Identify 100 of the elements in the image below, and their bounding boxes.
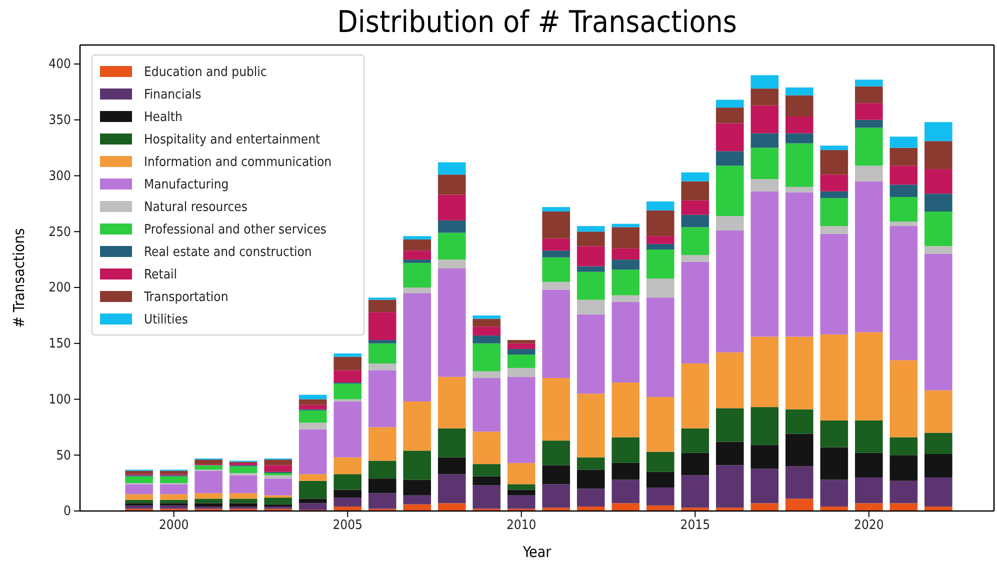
- x-tick-label: 2010: [506, 518, 536, 534]
- bar: [612, 503, 640, 511]
- bar: [368, 340, 396, 344]
- bar: [576, 246, 605, 266]
- bar: [194, 460, 222, 464]
- y-tick-label: 300: [48, 168, 71, 184]
- bar: [681, 181, 710, 200]
- bar: [229, 466, 258, 474]
- bar: [334, 370, 362, 382]
- bar: [334, 457, 362, 474]
- bar: [438, 268, 466, 377]
- bar: [298, 474, 327, 481]
- bar: [681, 508, 710, 511]
- bar: [160, 505, 188, 509]
- legend-label: Information and communication: [144, 155, 332, 170]
- bar: [368, 343, 396, 364]
- bar: [854, 420, 883, 453]
- bar: [298, 429, 327, 474]
- bar: [368, 460, 396, 479]
- bar: [612, 224, 640, 228]
- bar: [612, 227, 640, 248]
- bar: [612, 302, 640, 382]
- bar: [472, 336, 501, 344]
- bar: [472, 315, 501, 319]
- bar: [298, 404, 327, 410]
- bar: [472, 378, 501, 432]
- bar: [612, 480, 640, 504]
- bar: [681, 428, 710, 453]
- bar: [750, 148, 779, 180]
- bar: [472, 371, 501, 378]
- y-tick-label: 0: [64, 504, 71, 520]
- bar: [890, 437, 918, 456]
- bar: [264, 495, 292, 498]
- bar: [472, 343, 501, 372]
- legend-label: Education and public: [144, 65, 267, 80]
- bar: [716, 442, 744, 466]
- bar: [368, 300, 396, 312]
- bar: [750, 407, 779, 446]
- bar: [750, 105, 779, 134]
- bar: [646, 278, 674, 298]
- bar: [612, 295, 640, 302]
- bar: [890, 196, 918, 222]
- bar: [438, 474, 466, 504]
- bar: [368, 478, 396, 494]
- bar: [507, 490, 536, 496]
- bar: [646, 452, 674, 472]
- bar: [507, 462, 536, 484]
- bar: [890, 184, 918, 197]
- bar: [507, 484, 536, 490]
- bar: [334, 356, 362, 370]
- bar: [368, 493, 396, 509]
- bar: [750, 191, 779, 337]
- bar: [646, 236, 674, 244]
- bar: [472, 326, 501, 336]
- bar: [681, 475, 710, 508]
- bar: [576, 232, 605, 246]
- bar: [820, 420, 848, 448]
- bar: [438, 428, 466, 458]
- bar: [681, 363, 710, 428]
- bar: [924, 506, 952, 511]
- bar: [716, 100, 744, 108]
- bar: [403, 450, 432, 480]
- bar: [612, 270, 640, 296]
- x-tick-label: 2005: [332, 518, 362, 534]
- bar: [854, 86, 883, 104]
- bar: [924, 432, 952, 454]
- bar: [264, 478, 292, 496]
- bar: [646, 298, 674, 398]
- bar: [750, 88, 779, 106]
- bar: [924, 141, 952, 170]
- legend-label: Manufacturing: [144, 178, 229, 192]
- bar: [368, 363, 396, 370]
- bar: [716, 151, 744, 166]
- bar: [229, 493, 258, 499]
- bar: [334, 401, 362, 458]
- bar: [750, 468, 779, 504]
- bar: [646, 201, 674, 210]
- bar: [160, 484, 188, 494]
- bar: [507, 368, 536, 377]
- bar: [612, 382, 640, 438]
- chart-title: Distribution of # Transactions: [337, 5, 737, 40]
- bar: [716, 352, 744, 408]
- bar: [820, 150, 848, 175]
- bar: [681, 255, 710, 262]
- bar: [681, 172, 710, 182]
- bar: [507, 495, 536, 509]
- bar: [924, 254, 952, 390]
- bar: [438, 162, 466, 175]
- y-tick-label: 350: [48, 113, 71, 128]
- bar: [924, 169, 952, 194]
- bar: [890, 480, 918, 504]
- bar: [820, 480, 848, 507]
- bar: [298, 480, 327, 499]
- bar: [924, 390, 952, 433]
- bar: [890, 166, 918, 185]
- legend-label: Financials: [144, 88, 202, 102]
- bar: [403, 260, 432, 263]
- bar: [646, 488, 674, 506]
- bar: [542, 282, 570, 290]
- bar: [542, 250, 570, 258]
